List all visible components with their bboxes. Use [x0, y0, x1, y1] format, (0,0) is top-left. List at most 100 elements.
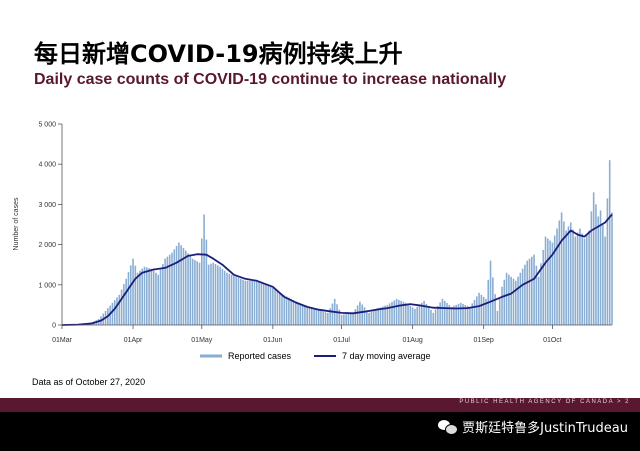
bar-reported-cases	[141, 268, 144, 325]
moving-average-layer	[61, 213, 613, 326]
bar-reported-cases	[464, 304, 467, 325]
bar-reported-cases	[588, 230, 590, 325]
x-tick-label: 01May	[191, 337, 213, 344]
y-tick-label: 2 000	[38, 242, 56, 249]
bar-reported-cases	[466, 305, 469, 325]
bar-reported-cases	[352, 312, 354, 325]
line-7-day-moving-average	[61, 213, 613, 326]
bar-reported-cases	[212, 262, 215, 325]
bar-reported-cases	[558, 220, 561, 325]
bar-reported-cases	[336, 304, 338, 325]
bar-reported-cases	[164, 258, 166, 325]
bar-reported-cases	[148, 268, 150, 325]
bar-reported-cases	[501, 286, 503, 325]
bar-reported-cases	[338, 309, 341, 325]
bar-reported-cases	[471, 303, 474, 325]
bar-reported-cases	[196, 261, 199, 325]
bar-reported-cases	[299, 303, 302, 325]
bar-reported-cases	[150, 268, 153, 325]
slide-title-english: Daily case counts of COVID-19 continue t…	[34, 71, 507, 88]
bar-reported-cases	[233, 275, 235, 325]
bar-reported-cases	[189, 255, 192, 325]
bar-reported-cases	[382, 306, 384, 325]
bar-reported-cases	[194, 260, 196, 325]
bar-reported-cases	[478, 292, 480, 325]
bar-reported-cases	[345, 314, 347, 325]
bar-reported-cases	[171, 252, 173, 325]
bar-reported-cases	[356, 305, 359, 325]
bar-reported-cases	[207, 264, 210, 325]
bar-reported-cases	[281, 294, 283, 325]
legend-label-reported-cases: Reported cases	[228, 351, 292, 361]
bar-reported-cases	[274, 289, 276, 325]
bar-reported-cases	[198, 262, 201, 325]
bar-reported-cases	[512, 278, 515, 325]
bar-reported-cases	[178, 242, 180, 325]
bar-reported-cases	[475, 296, 478, 325]
bar-reported-cases	[446, 302, 448, 325]
bar-reported-cases	[606, 198, 609, 325]
bar-reported-cases	[285, 296, 288, 325]
bar-reported-cases	[251, 280, 254, 325]
bar-reported-cases	[127, 272, 130, 325]
bar-reported-cases	[425, 303, 428, 325]
bar-reported-cases	[437, 305, 439, 325]
bar-reported-cases	[503, 279, 506, 325]
bar-reported-cases	[173, 249, 176, 325]
bar-reported-cases	[590, 211, 593, 325]
bar-reported-cases	[290, 298, 292, 325]
bar-reported-cases	[595, 204, 597, 325]
bar-reported-cases	[526, 260, 529, 325]
bar-reported-cases	[343, 314, 345, 325]
bar-reported-cases	[469, 306, 471, 325]
bar-reported-cases	[540, 263, 542, 325]
x-tick-label: 01Apr	[124, 337, 143, 344]
bar-reported-cases	[542, 249, 545, 325]
bar-reported-cases	[221, 268, 224, 325]
x-tick-label: 01Oct	[543, 337, 562, 344]
bar-reported-cases	[407, 304, 409, 325]
bar-reported-cases	[521, 268, 524, 325]
x-tick-label: 01Jun	[263, 337, 282, 344]
bar-reported-cases	[255, 280, 258, 325]
bar-reported-cases	[498, 298, 501, 325]
bar-reported-cases	[226, 272, 228, 325]
bar-reported-cases	[363, 307, 366, 325]
bar-reported-cases	[294, 301, 297, 325]
bar-reported-cases	[441, 298, 444, 325]
bar-reported-cases	[395, 298, 398, 325]
bar-reported-cases	[404, 302, 407, 325]
bar-reported-cases	[315, 309, 318, 325]
x-tick-label: 01Aug	[403, 337, 423, 344]
bar-reported-cases	[191, 258, 194, 325]
bar-reported-cases	[210, 263, 212, 325]
bar-reported-cases	[528, 258, 531, 325]
bar-reported-cases	[439, 302, 441, 325]
bar-reported-cases	[427, 306, 430, 325]
bar-reported-cases	[576, 232, 579, 325]
bar-reported-cases	[574, 236, 577, 325]
bar-reported-cases	[283, 295, 286, 325]
bar-reported-cases	[462, 303, 464, 325]
bar-reported-cases	[113, 300, 116, 325]
bar-reported-cases	[533, 254, 535, 325]
bar-reported-cases	[496, 310, 499, 325]
page-number: 2	[625, 399, 630, 405]
bar-reported-cases	[530, 256, 533, 325]
bar-reported-cases	[310, 308, 313, 325]
bar-reported-cases	[301, 304, 304, 325]
bar-reported-cases	[434, 309, 437, 325]
bar-reported-cases	[340, 314, 343, 325]
bar-reported-cases	[482, 296, 485, 325]
bar-reported-cases	[604, 236, 606, 325]
bar-reported-cases	[288, 297, 290, 325]
bar-reported-cases	[450, 306, 453, 325]
bar-reported-cases	[524, 264, 526, 325]
bar-reported-cases	[563, 221, 565, 325]
bar-reported-cases	[349, 313, 352, 325]
bar-reported-cases	[246, 280, 249, 325]
bar-reported-cases	[145, 267, 148, 325]
bar-reported-cases	[517, 276, 519, 325]
bar-reported-cases	[430, 309, 432, 325]
bar-reported-cases	[175, 245, 178, 325]
